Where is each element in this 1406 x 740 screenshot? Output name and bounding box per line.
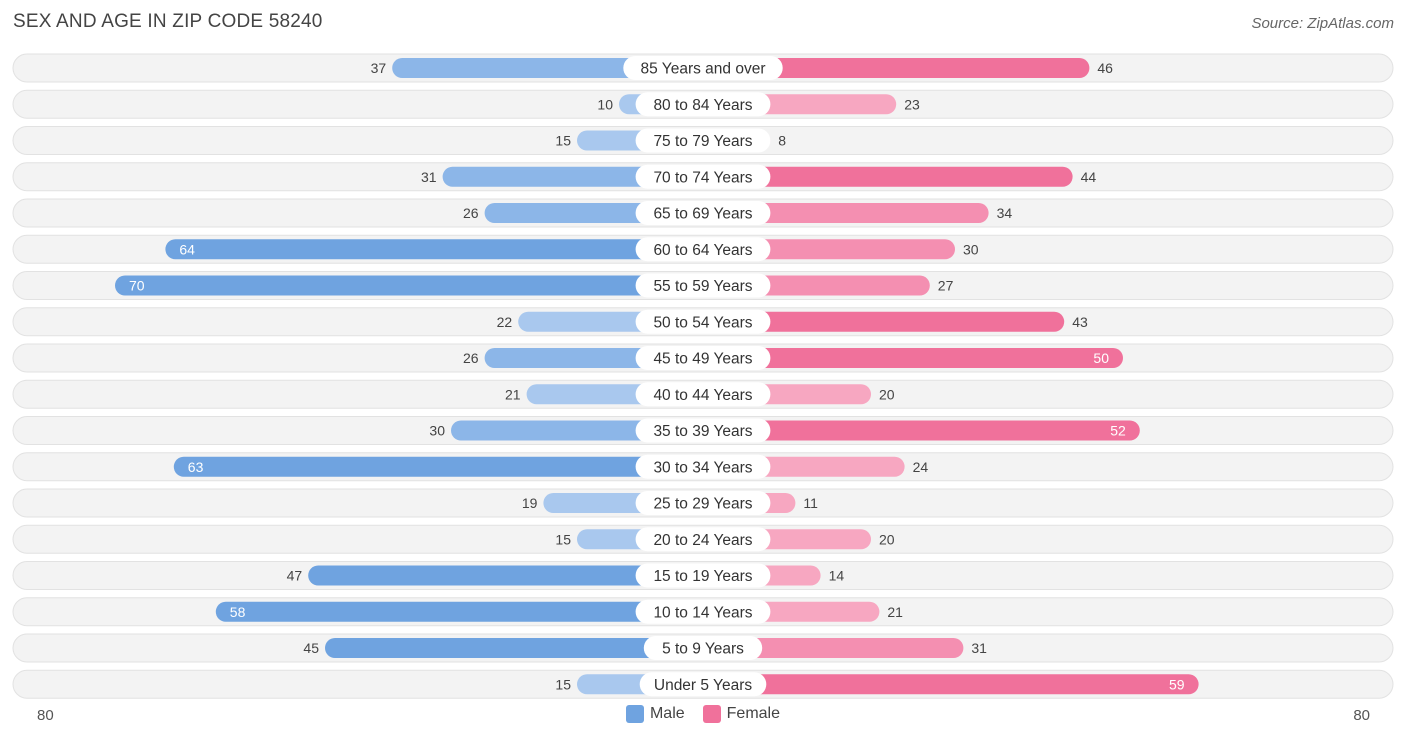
legend-female-swatch	[702, 705, 721, 723]
male-bar	[325, 638, 703, 658]
category-label-pill	[635, 563, 771, 588]
female-value-label: 44	[1081, 169, 1097, 185]
male-bar	[173, 456, 704, 477]
female-bar	[703, 311, 1065, 332]
male-value-label: 63	[188, 459, 204, 475]
female-value-label: 46	[1097, 60, 1113, 76]
female-bar	[703, 58, 1090, 78]
female-bar	[703, 166, 1073, 187]
male-value-label: 37	[371, 60, 387, 76]
female-value-label: 21	[887, 604, 903, 620]
category-label-pill	[635, 491, 771, 515]
male-value-label: 70	[129, 278, 145, 294]
male-value-label: 64	[179, 241, 195, 257]
female-value-label: 8	[778, 133, 786, 149]
male-bar	[308, 565, 703, 586]
female-bar	[703, 674, 1199, 695]
axis-right-max: 80	[1353, 707, 1370, 724]
source-label: Source: ZipAtlas.com	[1251, 15, 1394, 32]
female-value-label: 59	[1169, 676, 1185, 692]
category-label: Under 5 Years	[654, 677, 752, 694]
population-pyramid-chart: 37 46 85 Years and over 10 23 80 to 84 Years 1…	[12, 53, 1394, 699]
female-value-label: 31	[971, 640, 987, 656]
male-bar	[215, 601, 704, 622]
female-bar	[703, 420, 1140, 441]
category-label-pill	[635, 128, 771, 153]
male-value-label: 15	[555, 133, 571, 149]
male-value-label: 15	[555, 531, 571, 547]
female-value-label: 52	[1110, 423, 1126, 439]
category-label-pill	[635, 599, 771, 624]
category-label: 45 to 49 Years	[653, 351, 752, 368]
category-label-pill	[635, 382, 771, 407]
male-value-label: 22	[497, 314, 513, 330]
category-label: 40 to 44 Years	[653, 387, 752, 404]
category-label: 70 to 74 Years	[653, 169, 752, 186]
category-label-pill	[635, 273, 771, 298]
category-label: 85 Years and over	[641, 61, 766, 78]
category-label: 50 to 54 Years	[653, 314, 752, 331]
male-value-label: 26	[463, 205, 479, 221]
female-value-label: 34	[997, 205, 1013, 221]
female-bar	[703, 348, 1123, 368]
female-value-label: 14	[829, 568, 845, 584]
female-value-label: 23	[904, 96, 920, 112]
category-label-pill	[635, 164, 771, 189]
male-value-label: 26	[463, 350, 479, 366]
male-bar	[165, 239, 703, 260]
legend-male-swatch	[625, 705, 644, 723]
male-value-label: 30	[429, 423, 445, 439]
axis-left-max: 80	[37, 707, 54, 724]
legend-male[interactable]: Male	[625, 705, 685, 723]
category-label-pill	[639, 672, 767, 697]
category-label-pill	[623, 56, 783, 80]
male-value-label: 47	[287, 568, 303, 584]
category-label-pill	[635, 346, 771, 370]
category-label: 25 to 29 Years	[653, 496, 752, 513]
male-value-label: 58	[230, 604, 246, 620]
female-value-label: 11	[803, 495, 818, 511]
category-label-pill	[635, 92, 771, 117]
female-value-label: 50	[1093, 350, 1109, 366]
female-value-label: 43	[1072, 314, 1088, 330]
category-label-pill	[635, 237, 771, 262]
category-label: 10 to 14 Years	[653, 604, 752, 621]
female-bar	[703, 638, 964, 658]
category-label: 60 to 64 Years	[653, 242, 752, 259]
category-label: 35 to 39 Years	[653, 423, 752, 440]
category-label: 80 to 84 Years	[653, 97, 752, 114]
category-label-pill	[643, 636, 763, 660]
female-value-label: 20	[879, 386, 895, 402]
male-value-label: 19	[522, 495, 538, 511]
female-value-label: 20	[879, 531, 895, 547]
category-label: 55 to 59 Years	[653, 278, 752, 295]
category-label: 15 to 19 Years	[653, 568, 752, 585]
male-value-label: 21	[505, 386, 521, 402]
category-label: 65 to 69 Years	[653, 206, 752, 223]
category-label-pill	[635, 454, 771, 479]
category-label: 75 to 79 Years	[653, 133, 752, 150]
male-bar	[115, 275, 703, 296]
category-label: 20 to 24 Years	[653, 532, 752, 549]
category-label: 5 to 9 Years	[662, 641, 744, 658]
category-label-pill	[635, 418, 771, 443]
male-value-label: 45	[303, 640, 319, 656]
category-label-pill	[635, 309, 771, 334]
legend-female-label: Female	[726, 705, 781, 722]
category-label: 30 to 34 Years	[653, 459, 752, 476]
male-value-label: 15	[555, 676, 571, 692]
legend-male-label: Male	[649, 705, 685, 722]
male-value-label: 10	[597, 96, 613, 112]
female-bar	[703, 203, 989, 223]
legend: Male Female	[0, 705, 1406, 723]
category-label-pill	[635, 527, 771, 552]
female-value-label: 24	[913, 459, 929, 475]
legend-female[interactable]: Female	[702, 705, 781, 723]
male-value-label: 31	[421, 169, 437, 185]
category-label-pill	[635, 201, 771, 225]
female-value-label: 30	[963, 241, 979, 257]
chart-title: SEX AND AGE IN ZIP CODE 58240	[13, 11, 323, 32]
female-value-label: 27	[938, 278, 954, 294]
